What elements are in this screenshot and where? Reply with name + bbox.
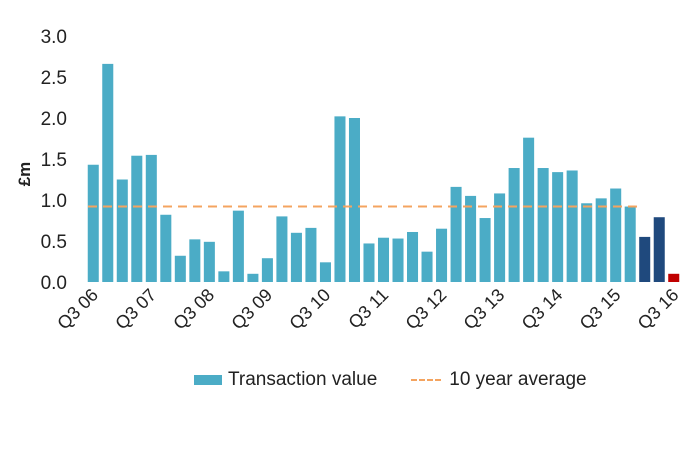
bar — [160, 214, 172, 282]
y-tick-label: 1.5 — [41, 150, 67, 171]
x-axis-ticks: Q3 06 Q3 07 Q3 08 Q3 09 Q3 10 Q3 11 Q3 12 Q3 13… — [53, 285, 682, 334]
x-tick-label: Q3 10 — [285, 285, 334, 334]
y-tick-label: 0.0 — [41, 273, 67, 294]
bar — [653, 217, 665, 282]
bar — [421, 251, 433, 282]
bar — [508, 168, 520, 282]
bar — [319, 262, 331, 282]
x-tick-label: Q3 14 — [518, 285, 567, 334]
bars — [87, 63, 680, 282]
bar — [247, 273, 259, 282]
y-tick-label: 1.0 — [41, 191, 67, 212]
x-tick-label: Q3 07 — [111, 285, 160, 334]
bar — [407, 231, 419, 282]
x-tick-label: Q3 12 — [402, 285, 451, 334]
x-tick-label: Q3 08 — [169, 285, 218, 334]
bar — [131, 155, 143, 282]
y-tick-label: 2.5 — [41, 68, 67, 89]
x-tick-label: Q3 15 — [576, 285, 625, 334]
y-tick-label: 0.5 — [41, 232, 67, 253]
x-tick-label: Q3 13 — [460, 285, 509, 334]
legend-average-swatch — [411, 379, 442, 381]
x-tick-label: Q3 16 — [634, 285, 683, 334]
bar — [595, 198, 607, 282]
bar — [377, 237, 390, 282]
bar — [450, 186, 462, 282]
bar — [668, 273, 680, 282]
y-axis-label: £m — [15, 162, 34, 187]
bar — [392, 238, 404, 282]
bar — [363, 243, 375, 282]
bar — [552, 172, 564, 282]
legend: Transaction value 10 year average — [194, 368, 587, 392]
bar — [290, 232, 302, 282]
bar — [174, 255, 186, 282]
bar — [566, 170, 578, 282]
legend-bar-swatch — [194, 375, 222, 385]
bar — [145, 154, 157, 282]
bar — [348, 118, 360, 282]
y-tick-label: 2.0 — [41, 109, 67, 130]
bar — [203, 241, 215, 282]
bar — [305, 227, 317, 282]
bar — [189, 239, 201, 282]
x-tick-label: Q3 11 — [344, 285, 392, 333]
bar — [639, 236, 651, 282]
x-tick-label: Q3 09 — [227, 285, 276, 334]
bar — [276, 216, 288, 282]
y-tick-label: 3.0 — [41, 27, 67, 48]
bar — [218, 271, 230, 282]
bar — [232, 210, 244, 282]
bar — [537, 168, 549, 282]
bar — [610, 188, 622, 282]
bar — [624, 206, 636, 282]
bar — [581, 203, 593, 282]
bar — [334, 116, 346, 282]
bar — [523, 137, 535, 282]
y-axis-ticks: 0.0 0.5 1.0 1.5 2.0 2.5 3.0 — [41, 27, 67, 294]
bar — [261, 258, 273, 282]
bar — [87, 164, 99, 282]
legend-average-label: 10 year average — [449, 369, 587, 390]
bar — [436, 228, 448, 282]
legend-bar-label: Transaction value — [228, 369, 378, 390]
bar — [102, 63, 114, 282]
bar — [494, 193, 506, 282]
bar — [479, 218, 491, 282]
bar — [465, 195, 477, 282]
bar — [116, 179, 128, 282]
